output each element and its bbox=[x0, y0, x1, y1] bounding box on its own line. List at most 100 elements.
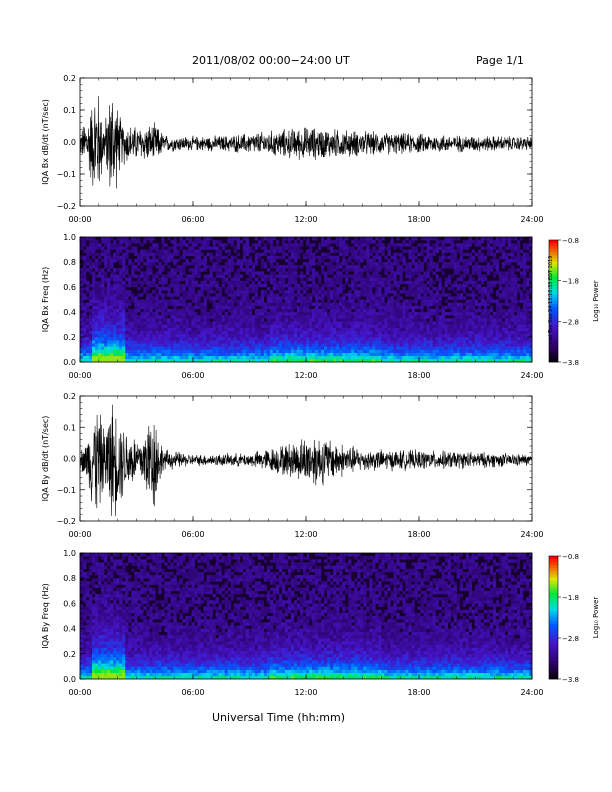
spectrogram-cell bbox=[384, 330, 388, 335]
spectrogram-cell bbox=[236, 358, 240, 363]
spectrogram-cell bbox=[146, 321, 150, 325]
spectrogram-cell bbox=[480, 315, 485, 319]
spectrogram-cell bbox=[429, 343, 433, 347]
spectrogram-cell bbox=[459, 252, 463, 257]
spectrogram-cell bbox=[116, 340, 120, 344]
spectrogram-cell bbox=[504, 352, 509, 357]
spectrogram-cell bbox=[432, 271, 436, 275]
spectrogram-cell bbox=[284, 283, 289, 288]
spectrogram-cell bbox=[372, 337, 376, 341]
spectrogram-cell bbox=[143, 330, 147, 335]
spectrogram-cell bbox=[242, 255, 247, 260]
spectrogram-cell bbox=[507, 302, 512, 307]
spectrogram-cell bbox=[456, 337, 460, 341]
spectrogram-cell bbox=[393, 262, 397, 266]
spectrogram-cell bbox=[492, 246, 497, 250]
spectrogram-cell bbox=[426, 240, 430, 244]
spectrogram-cell bbox=[486, 337, 491, 341]
spectrogram-cell bbox=[125, 243, 129, 247]
spectrogram-cell bbox=[257, 349, 262, 353]
spectrogram-cell bbox=[143, 305, 147, 310]
spectrogram-cell bbox=[390, 355, 394, 360]
spectrogram-cell bbox=[426, 330, 430, 335]
spectrogram-cell bbox=[245, 280, 250, 285]
spectrogram-cell bbox=[390, 358, 394, 363]
spectrogram-cell bbox=[351, 340, 355, 344]
spectrogram-cell bbox=[435, 249, 439, 253]
spectrogram-cell bbox=[101, 290, 105, 294]
spectrogram-cell bbox=[230, 287, 234, 291]
spectrogram-cell bbox=[342, 352, 346, 357]
spectrogram-cell bbox=[510, 302, 515, 307]
spectrogram-cell bbox=[179, 318, 183, 322]
spectrogram-cell bbox=[218, 302, 222, 307]
spectrogram-cell bbox=[372, 268, 376, 272]
spectrogram-cell bbox=[378, 321, 382, 325]
spectrogram-cell bbox=[306, 271, 310, 275]
spectrogram-cell bbox=[378, 358, 382, 363]
spectrogram-cell bbox=[348, 290, 352, 294]
spectrogram-cell bbox=[306, 340, 310, 344]
spectrogram-cell bbox=[366, 255, 370, 260]
spectrogram-cell bbox=[290, 290, 295, 294]
spectrogram-cell bbox=[287, 318, 292, 322]
spectrogram-cell bbox=[149, 302, 153, 307]
spectrogram-cell bbox=[426, 340, 430, 344]
spectrogram-cell bbox=[137, 302, 141, 307]
spectrogram-cell bbox=[221, 246, 225, 250]
spectrogram-cell bbox=[146, 258, 150, 263]
spectrogram-cell bbox=[513, 268, 518, 272]
spectrogram-cell bbox=[86, 315, 90, 319]
spectrogram-cell bbox=[161, 355, 165, 360]
spectrogram-cell bbox=[218, 305, 222, 310]
spectrogram-cell bbox=[312, 333, 316, 338]
spectrogram-cell bbox=[122, 302, 126, 307]
spectrogram-cell bbox=[405, 337, 409, 341]
spectrogram-cell bbox=[510, 340, 515, 344]
spectrogram-cell bbox=[278, 249, 283, 253]
spectrogram-cell bbox=[330, 337, 334, 341]
spectrogram-cell bbox=[357, 340, 361, 344]
spectrogram-cell bbox=[119, 349, 123, 353]
spectrogram-cell bbox=[345, 327, 349, 332]
spectrogram-cell bbox=[345, 315, 349, 319]
spectrogram-cell bbox=[146, 337, 150, 341]
spectrogram-cell bbox=[441, 271, 445, 275]
spectrogram-cell bbox=[173, 343, 177, 347]
spectrogram-cell bbox=[128, 327, 132, 332]
spectrogram-cell bbox=[188, 327, 192, 332]
spectrogram-cell bbox=[104, 287, 108, 291]
spectrogram-cell bbox=[420, 324, 424, 328]
spectrogram-cell bbox=[324, 352, 328, 357]
spectrogram-cell bbox=[312, 324, 316, 328]
spectrogram-cell bbox=[321, 343, 325, 347]
spectrogram-cell bbox=[122, 299, 126, 303]
spectrogram-cell bbox=[221, 277, 225, 282]
spectrogram-cell bbox=[146, 287, 150, 291]
spectrogram-cell bbox=[221, 333, 225, 338]
spectrogram-cell bbox=[296, 299, 301, 303]
spectrogram-cell bbox=[251, 305, 256, 310]
spectrogram-cell bbox=[260, 299, 265, 303]
spectrogram-cell bbox=[146, 268, 150, 272]
spectrogram-cell bbox=[480, 255, 485, 260]
spectrogram-cell bbox=[486, 330, 491, 335]
spectrogram-cell bbox=[357, 293, 361, 297]
spectrogram-cell bbox=[354, 337, 358, 341]
spectrogram-cell bbox=[233, 340, 237, 344]
spectrogram-cell bbox=[227, 265, 231, 269]
spectrogram-cell bbox=[224, 315, 228, 319]
spectrogram-cell bbox=[80, 296, 84, 300]
spectrogram-cell bbox=[312, 346, 316, 350]
spectrogram-cell bbox=[333, 274, 337, 278]
spectrogram-cell bbox=[131, 299, 135, 303]
spectrogram-cell bbox=[495, 318, 500, 322]
spectrogram-cell bbox=[480, 330, 485, 335]
spectrogram-cell bbox=[95, 293, 99, 297]
spectrogram-cell bbox=[507, 305, 512, 310]
spectrogram-cell bbox=[203, 262, 207, 266]
spectrogram-cell bbox=[89, 330, 93, 335]
spectrogram-cell bbox=[381, 249, 385, 253]
spectrogram-cell bbox=[510, 243, 515, 247]
spectrogram-cell bbox=[137, 237, 141, 241]
